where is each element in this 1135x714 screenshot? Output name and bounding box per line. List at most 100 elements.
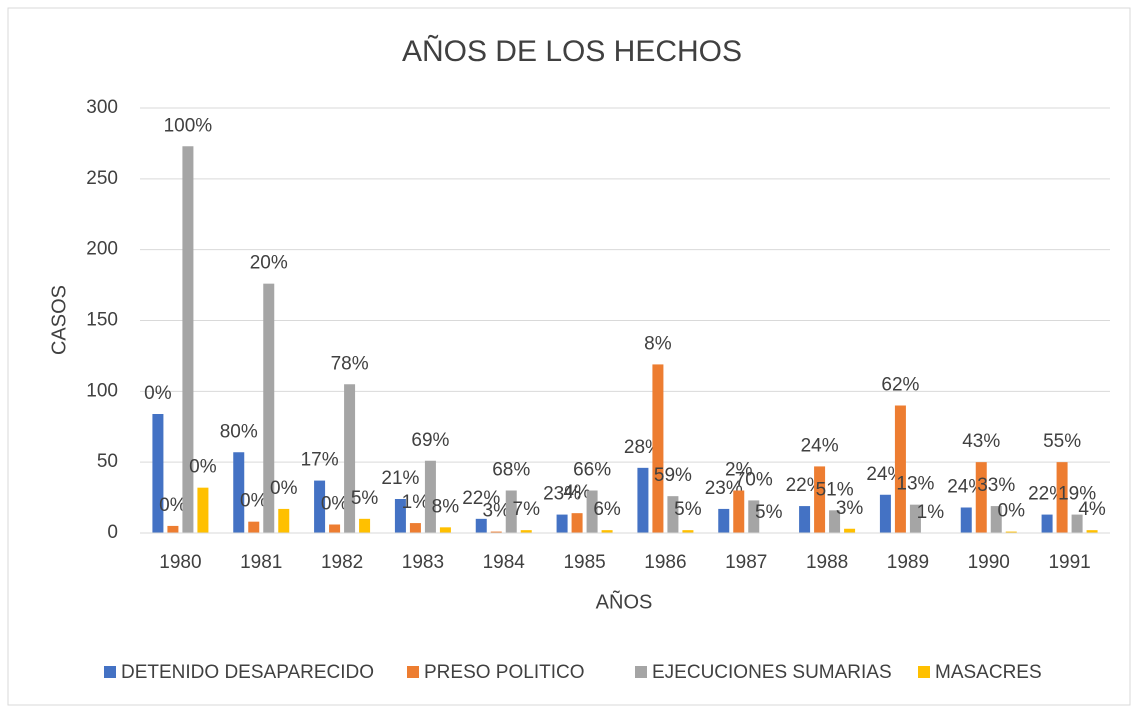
data-label: 70% [735,469,773,490]
x-tick-label: 1981 [240,552,282,573]
legend-label: MASACRES [935,662,1042,683]
bar [990,506,1002,533]
y-axis-label: CASOS [48,285,70,355]
bar [152,414,164,533]
bar [879,494,891,533]
bar [844,528,856,533]
data-label: 5% [674,499,702,520]
bar [1086,530,1098,533]
data-label: 0% [189,457,217,478]
y-tick-label: 100 [86,380,118,401]
data-label: 13% [896,474,934,495]
data-label: 66% [573,460,611,481]
data-label: 59% [654,465,692,486]
data-label: 100% [164,115,213,136]
data-label: 0% [321,494,349,515]
data-label: 55% [1043,431,1081,452]
bar [975,462,987,533]
bar [718,508,730,533]
legend-swatch [407,666,419,678]
data-label: 23% [543,484,581,505]
legend-swatch [104,666,116,678]
bar [329,524,341,533]
bar [344,384,356,533]
data-label: 22% [462,488,500,509]
y-tick-label: 50 [97,451,118,472]
data-label: 69% [411,430,449,451]
x-tick-label: 1986 [644,552,686,573]
bar [799,506,811,533]
x-tick-label: 1990 [968,552,1010,573]
bar [182,146,194,533]
bar [682,530,694,533]
data-label: 51% [816,479,854,500]
bar [248,521,260,533]
bar [520,530,532,533]
y-tick-label: 300 [86,97,118,118]
bar [490,531,502,533]
y-tick-label: 200 [86,239,118,260]
bar [314,480,326,533]
bar [571,513,583,533]
bar [637,467,649,533]
data-label: 8% [432,496,460,517]
bar [556,514,568,533]
bar [439,527,451,533]
data-label: 21% [381,468,419,489]
data-label: 3% [483,501,511,522]
bar [424,460,436,533]
data-label: 0% [240,491,268,512]
data-label: 6% [593,499,621,520]
data-label: 2% [725,460,753,481]
data-label: 80% [220,421,258,442]
data-label: 0% [159,495,187,516]
bar [394,499,406,533]
x-tick-label: 1983 [402,552,444,573]
bar [667,496,679,533]
legend-label: DETENIDO DESAPARECIDO [121,662,374,683]
chart-frame [7,7,1131,706]
data-label: 24% [801,435,839,456]
data-label: 0% [270,478,298,499]
bar [1056,462,1068,533]
bar [1071,514,1083,533]
data-label: 78% [331,353,369,374]
data-label: 3% [836,498,864,519]
bar [1005,531,1017,533]
data-label: 5% [351,488,379,509]
x-tick-label: 1989 [887,552,929,573]
bar [409,523,421,533]
bar [894,405,906,533]
y-tick-label: 0 [107,522,118,543]
y-tick-label: 150 [86,310,118,331]
legend-swatch [635,666,647,678]
data-label: 33% [977,475,1015,496]
bar [263,283,275,533]
data-label: 4% [563,482,591,503]
data-label: 17% [301,450,339,471]
bar [197,487,209,533]
bar [505,490,517,533]
x-tick-label: 1984 [483,552,526,573]
legend-label: EJECUCIONES SUMARIAS [652,662,892,683]
data-label: 62% [881,375,919,396]
data-label: 68% [492,460,530,481]
bar [829,510,841,533]
legend-swatch [918,666,930,678]
bar [475,518,487,533]
bar [586,490,598,533]
data-label: 0% [144,383,172,404]
data-label: 1% [917,502,945,523]
legend-label: PRESO POLITICO [424,662,584,683]
bar [601,530,613,533]
data-label: 19% [1058,484,1096,505]
x-tick-label: 1982 [321,552,363,573]
bar [1041,514,1053,533]
x-tick-label: 1988 [806,552,848,573]
bar [814,466,826,533]
bar [652,364,664,533]
x-tick-label: 1980 [159,552,201,573]
bar [909,504,921,533]
bar [233,452,245,533]
